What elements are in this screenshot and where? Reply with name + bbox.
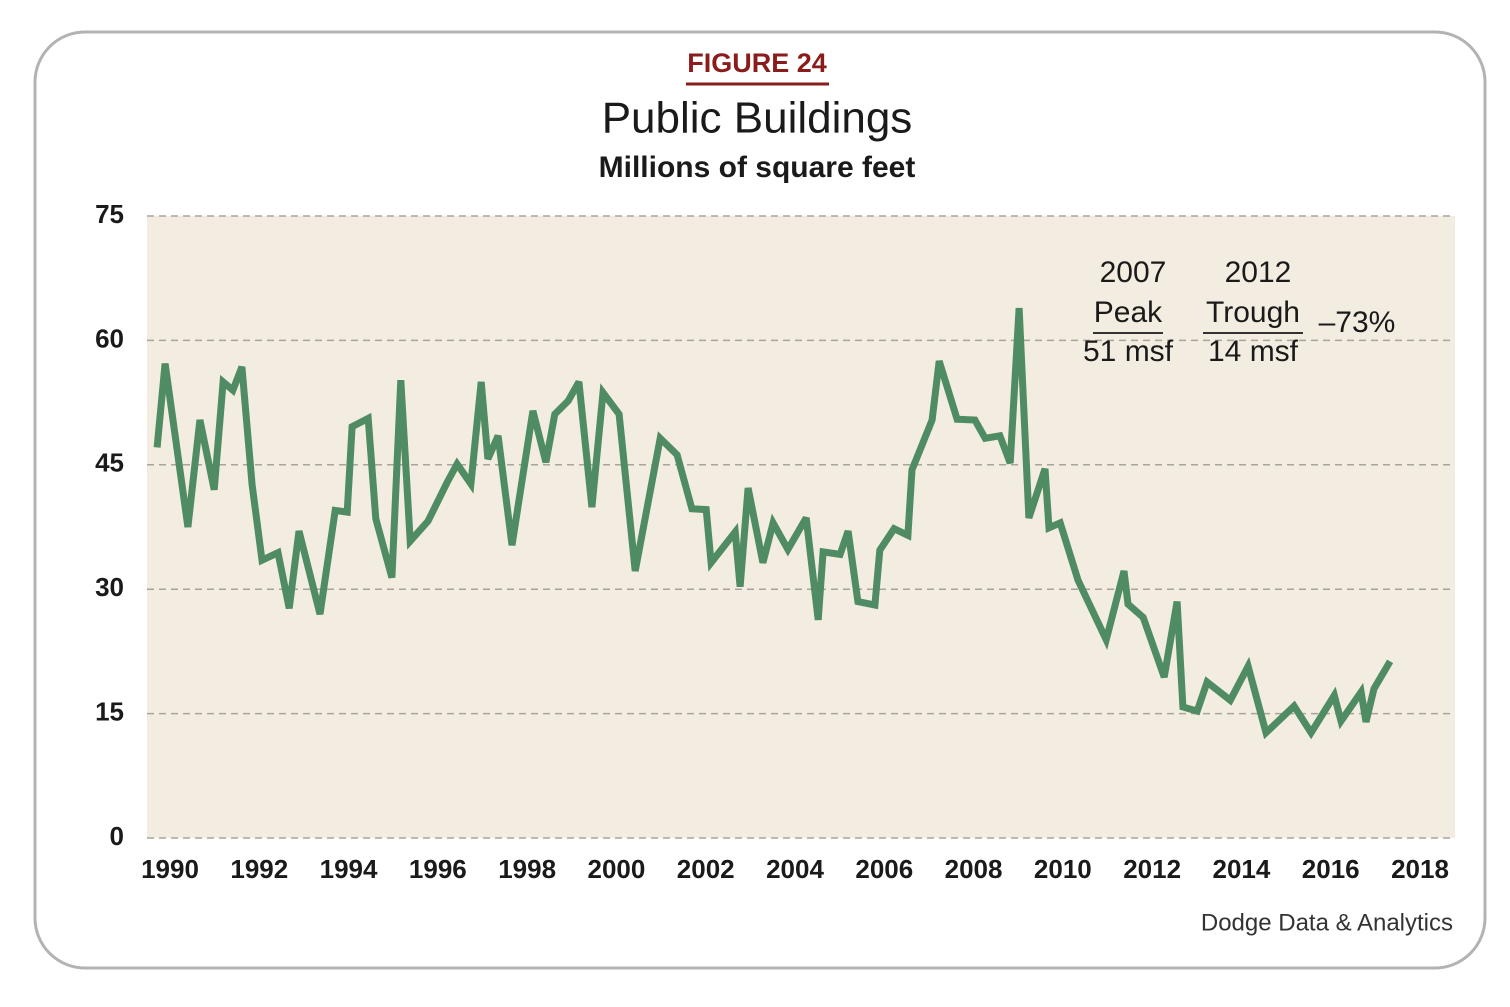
y-tick-label: 15 xyxy=(95,696,124,726)
x-tick-label: 2004 xyxy=(766,854,824,884)
annotation-year: 2012 xyxy=(1225,256,1292,289)
annotation-year: 2007 xyxy=(1100,256,1167,289)
x-tick-label: 2006 xyxy=(855,854,913,884)
x-tick-label: 2008 xyxy=(945,854,1003,884)
x-tick-label: 2000 xyxy=(588,854,646,884)
change-label: –73% xyxy=(1319,306,1396,339)
y-tick-label: 60 xyxy=(95,323,124,353)
annotation-amount: 51 msf xyxy=(1083,335,1174,368)
x-tick-label: 2010 xyxy=(1034,854,1092,884)
x-tick-label: 1994 xyxy=(320,854,378,884)
y-tick-label: 0 xyxy=(110,821,124,851)
annotation-label: Peak xyxy=(1094,296,1163,329)
figure-label: FIGURE 24 xyxy=(687,48,827,78)
y-tick-label: 30 xyxy=(95,572,124,602)
x-tick-label: 2002 xyxy=(677,854,735,884)
y-tick-label: 45 xyxy=(95,448,124,478)
annotation-amount: 14 msf xyxy=(1208,335,1299,368)
x-tick-label: 2012 xyxy=(1123,854,1181,884)
y-tick-label: 75 xyxy=(95,199,124,229)
x-tick-label: 1990 xyxy=(141,854,199,884)
x-tick-label: 1992 xyxy=(230,854,288,884)
x-tick-label: 2018 xyxy=(1391,854,1449,884)
x-tick-label: 1996 xyxy=(409,854,467,884)
x-tick-label: 1998 xyxy=(498,854,556,884)
source: Dodge Data & Analytics xyxy=(1201,909,1453,936)
x-tick-label: 2016 xyxy=(1302,854,1360,884)
chart-subtitle: Millions of square feet xyxy=(599,151,916,184)
data-line xyxy=(153,307,1394,740)
x-tick-label: 2014 xyxy=(1213,854,1271,884)
annotation-label: Trough xyxy=(1206,296,1300,329)
chart-title: Public Buildings xyxy=(602,94,913,143)
